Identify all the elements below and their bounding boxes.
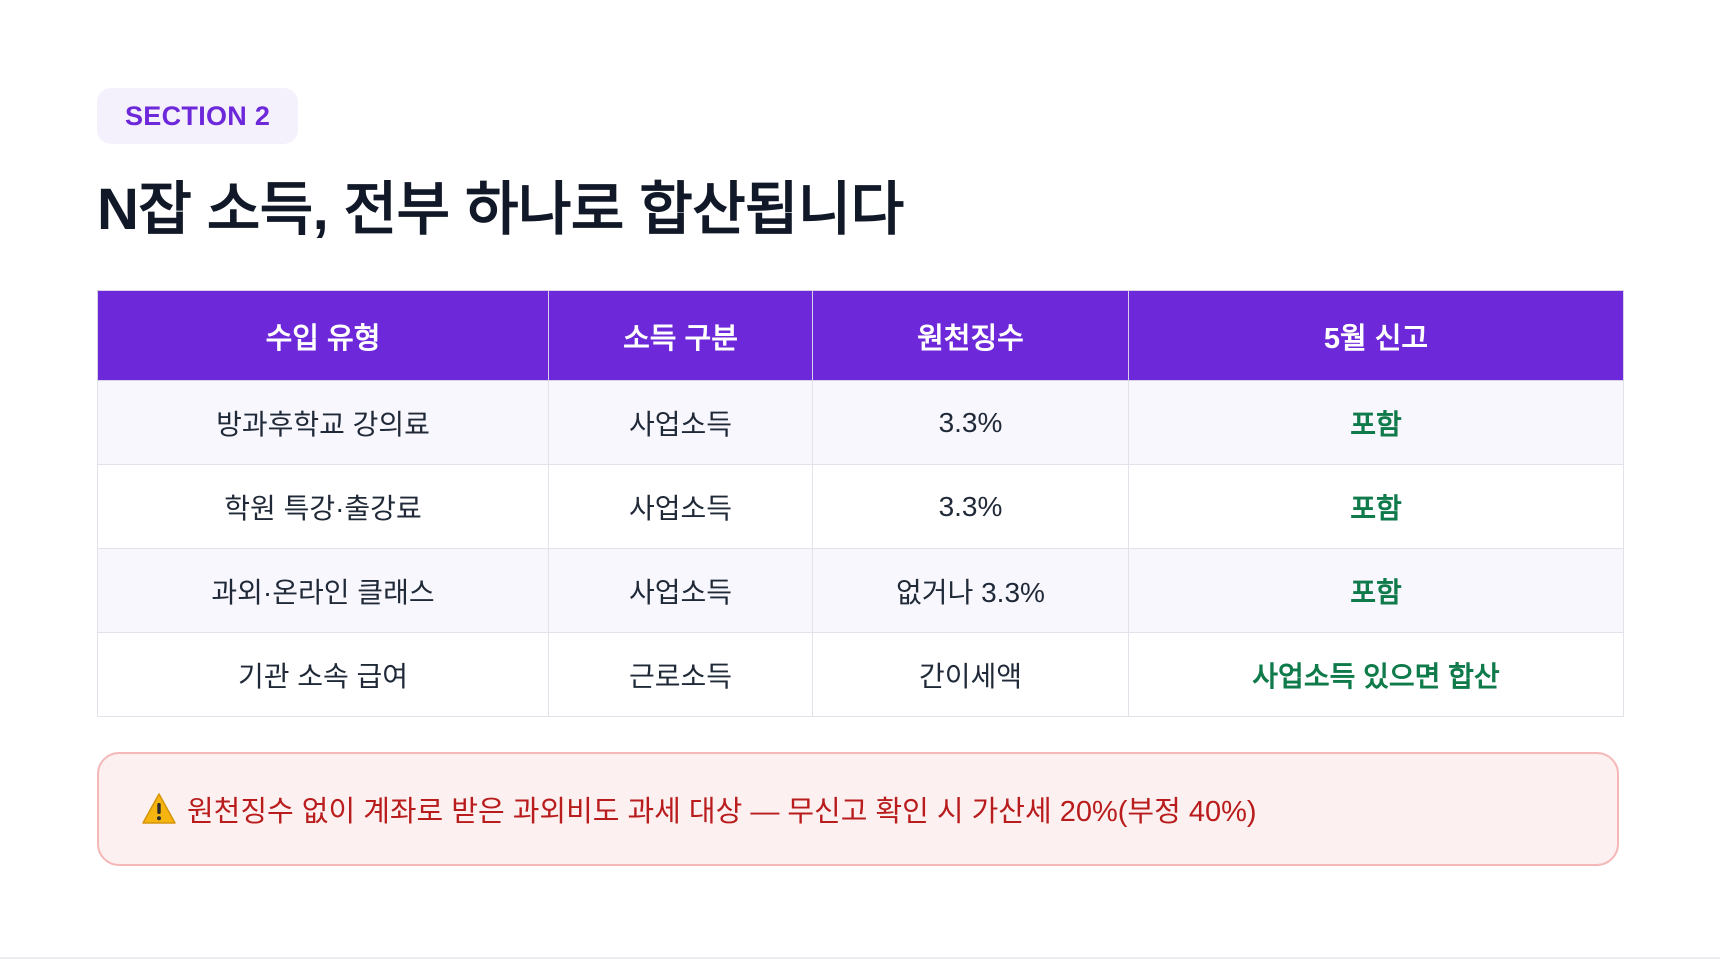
table-row: 기관 소속 급여 근로소득 간이세액 사업소득 있으면 합산 bbox=[97, 632, 1624, 717]
cell-may-report: 포함 bbox=[1128, 548, 1624, 633]
divider bbox=[0, 957, 1720, 959]
cell-income-type: 방과후학교 강의료 bbox=[97, 380, 549, 465]
cell-may-report: 포함 bbox=[1128, 380, 1624, 465]
section-badge: SECTION 2 bbox=[97, 88, 299, 144]
header-income-type: 수입 유형 bbox=[97, 290, 549, 381]
table-row: 학원 특강·출강료 사업소득 3.3% 포함 bbox=[97, 464, 1624, 549]
warning-callout: 원천징수 없이 계좌로 받은 과외비도 과세 대상 — 무신고 확인 시 가산세… bbox=[97, 752, 1619, 866]
cell-may-report: 포함 bbox=[1128, 464, 1624, 549]
page-title: N잡 소득, 전부 하나로 합산됩니다 bbox=[97, 177, 904, 242]
cell-income-category: 근로소득 bbox=[548, 632, 813, 717]
cell-income-type: 과외·온라인 클래스 bbox=[97, 548, 549, 633]
header-withholding: 원천징수 bbox=[812, 290, 1129, 381]
header-income-category: 소득 구분 bbox=[548, 290, 813, 381]
cell-withholding: 간이세액 bbox=[812, 632, 1129, 717]
cell-income-category: 사업소득 bbox=[548, 548, 813, 633]
header-may-report: 5월 신고 bbox=[1128, 290, 1624, 381]
cell-income-type: 학원 특강·출강료 bbox=[97, 464, 549, 549]
cell-withholding: 3.3% bbox=[812, 380, 1129, 465]
cell-may-report: 사업소득 있으면 합산 bbox=[1128, 632, 1624, 717]
table-row: 방과후학교 강의료 사업소득 3.3% 포함 bbox=[97, 380, 1624, 465]
table-header-row: 수입 유형 소득 구분 원천징수 5월 신고 bbox=[97, 290, 1624, 381]
warning-icon bbox=[141, 791, 177, 827]
cell-income-type: 기관 소속 급여 bbox=[97, 632, 549, 717]
income-table: 수입 유형 소득 구분 원천징수 5월 신고 방과후학교 강의료 사업소득 3.… bbox=[97, 290, 1624, 717]
cell-withholding: 3.3% bbox=[812, 464, 1129, 549]
warning-text: 원천징수 없이 계좌로 받은 과외비도 과세 대상 — 무신고 확인 시 가산세… bbox=[187, 796, 1257, 828]
table-row: 과외·온라인 클래스 사업소득 없거나 3.3% 포함 bbox=[97, 548, 1624, 633]
cell-withholding: 없거나 3.3% bbox=[812, 548, 1129, 633]
cell-income-category: 사업소득 bbox=[548, 464, 813, 549]
cell-income-category: 사업소득 bbox=[548, 380, 813, 465]
